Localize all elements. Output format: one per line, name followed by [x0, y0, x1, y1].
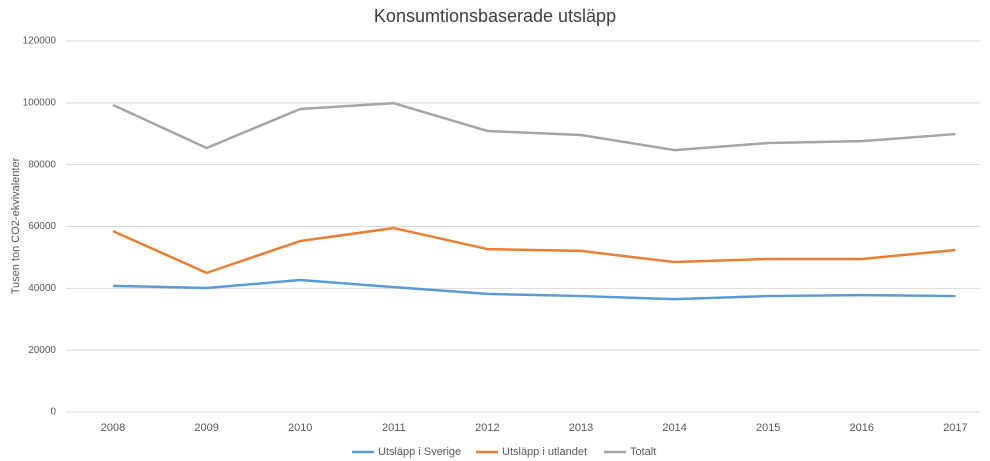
chart-title: Konsumtionsbaserade utsläpp	[374, 6, 616, 26]
y-tick-label: 20000	[28, 345, 56, 356]
y-axis-label: Tusen ton CO2-ekvivalenter	[10, 157, 22, 294]
y-tick-label: 40000	[28, 283, 56, 294]
series-line	[112, 278, 956, 301]
x-tick-label: 2017	[943, 422, 967, 434]
y-tick-label: 0	[50, 407, 56, 418]
x-tick-label: 2012	[475, 422, 499, 434]
x-tick-label: 2009	[194, 422, 218, 434]
y-tick-label: 80000	[28, 159, 56, 170]
x-tick-label: 2011	[382, 422, 406, 434]
legend-label: Utsläpp i Sverige	[378, 446, 461, 458]
x-tick-label: 2010	[288, 422, 312, 434]
legend-label: Utsläpp i utlandet	[502, 446, 587, 458]
x-tick-label: 2016	[850, 422, 874, 434]
y-tick-label: 60000	[28, 221, 56, 232]
x-tick-label: 2015	[756, 422, 780, 434]
x-tick-label: 2008	[101, 422, 125, 434]
series-line	[112, 101, 956, 152]
legend-label: Totalt	[630, 446, 656, 458]
y-tick-label: 100000	[23, 97, 57, 108]
y-tick-label: 120000	[23, 36, 57, 47]
x-tick-label: 2013	[569, 422, 593, 434]
x-tick-label: 2014	[662, 422, 686, 434]
series-line	[112, 226, 956, 275]
